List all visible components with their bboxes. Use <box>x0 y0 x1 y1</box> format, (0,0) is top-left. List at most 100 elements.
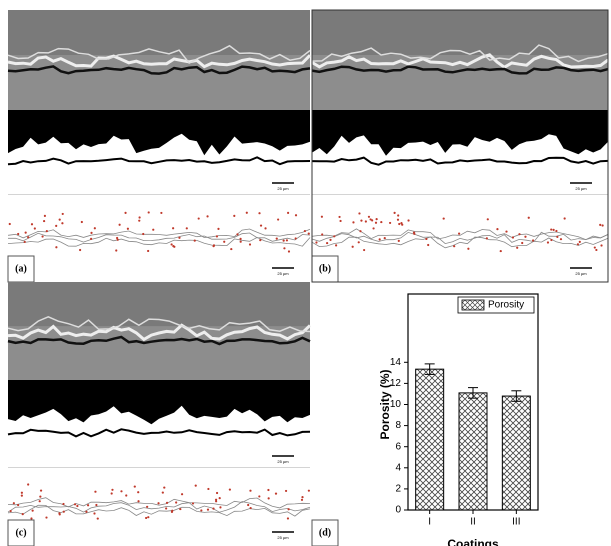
bar <box>415 368 445 511</box>
pore <box>58 512 61 515</box>
pore <box>206 508 210 511</box>
pore <box>30 517 33 520</box>
y-tick-label: 10 <box>390 399 402 410</box>
pore <box>486 218 489 221</box>
pore <box>258 212 261 215</box>
coating-edge2 <box>7 315 311 333</box>
pore <box>118 223 121 226</box>
pore <box>120 490 123 493</box>
pore <box>172 227 175 230</box>
pore <box>175 501 178 504</box>
pore <box>38 500 41 503</box>
pore <box>31 509 34 512</box>
legend-swatch <box>461 299 485 311</box>
pore <box>453 245 456 248</box>
pore <box>17 232 20 236</box>
pore <box>286 211 290 214</box>
pore <box>45 230 48 233</box>
pore <box>282 239 285 242</box>
pore <box>372 227 375 230</box>
pore <box>9 509 12 513</box>
pore <box>407 219 410 222</box>
pore <box>165 507 168 510</box>
pore <box>93 227 96 230</box>
pore <box>527 216 530 219</box>
pore <box>165 501 169 504</box>
pore <box>236 233 239 236</box>
pore <box>39 495 42 498</box>
coating-edge2 <box>311 44 609 63</box>
pore <box>21 513 24 516</box>
pore <box>23 240 26 244</box>
coating-edge <box>7 65 311 75</box>
pore <box>126 227 129 230</box>
panel-border <box>311 9 609 283</box>
pore <box>359 230 362 233</box>
outline-image <box>8 195 310 282</box>
pore <box>62 502 65 506</box>
pore <box>233 214 236 217</box>
pore <box>563 217 566 220</box>
pore <box>215 491 219 495</box>
x-tick-label: I <box>428 517 431 528</box>
pore <box>61 222 64 225</box>
pore <box>357 241 360 244</box>
pore <box>277 218 280 221</box>
pore <box>546 241 550 244</box>
pore <box>90 231 93 234</box>
binary-dark <box>8 110 310 156</box>
pore <box>228 488 231 491</box>
pore <box>287 508 290 511</box>
pore <box>27 236 30 239</box>
pore <box>516 246 519 249</box>
pore <box>329 238 332 241</box>
sem-top <box>312 10 608 55</box>
coating-edge2 <box>7 44 311 65</box>
pore <box>137 491 140 494</box>
scale-label: 25 µm <box>575 271 587 276</box>
pore <box>485 237 488 240</box>
pore <box>259 224 263 227</box>
pore <box>191 502 195 505</box>
pore <box>110 492 113 495</box>
pore <box>142 232 145 236</box>
pore <box>320 215 323 218</box>
pore <box>55 224 58 227</box>
y-tick-label: 12 <box>390 378 402 389</box>
panel-label-box <box>7 255 35 283</box>
pore <box>338 215 341 219</box>
pore <box>73 503 77 506</box>
pore <box>300 498 304 501</box>
pore <box>147 249 150 253</box>
binary-dark <box>8 380 310 425</box>
legend-label: Porosity <box>488 300 524 311</box>
panel-label: (a) <box>15 263 27 274</box>
pore <box>294 237 297 240</box>
outline-line <box>7 237 311 247</box>
panel-label-box <box>311 519 339 546</box>
pore <box>284 489 288 493</box>
pore <box>215 235 219 238</box>
pore <box>179 507 182 511</box>
scale-label: 25 µm <box>277 535 289 540</box>
pore <box>352 221 355 224</box>
pore <box>239 237 242 240</box>
x-tick-label: II <box>470 517 476 528</box>
pore <box>245 211 248 214</box>
pore <box>576 243 580 246</box>
pore <box>301 496 304 499</box>
pore <box>116 236 119 240</box>
pore <box>27 483 30 486</box>
binary-dark <box>312 110 608 156</box>
pore <box>133 485 136 488</box>
pore <box>425 237 428 241</box>
pore <box>111 488 114 491</box>
pore <box>125 494 128 497</box>
pore <box>214 498 218 501</box>
pore <box>180 493 184 496</box>
pore <box>230 247 233 251</box>
micrographs: 25 µm 25 µm (a) 25 µm 25 µm (b) 25 µm 25 µm (c) <box>7 9 609 546</box>
outline-line <box>7 228 311 239</box>
